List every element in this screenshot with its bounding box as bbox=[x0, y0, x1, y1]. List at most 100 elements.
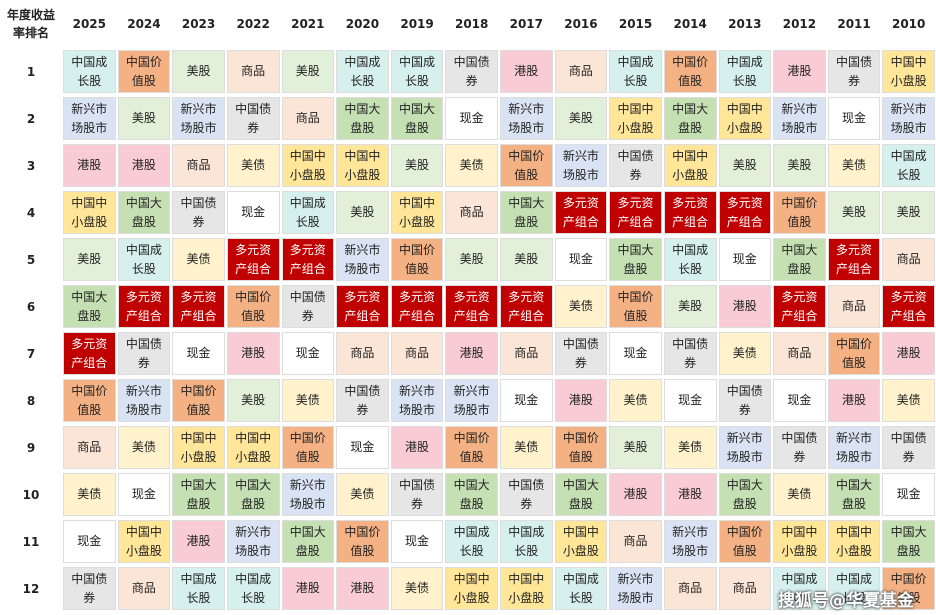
asset-cell: 美股 bbox=[172, 50, 225, 93]
asset-cell: 中国大盘股 bbox=[718, 473, 772, 516]
asset-cell: 中国中小盘股 bbox=[226, 426, 280, 469]
asset-cell: 商品 bbox=[773, 332, 826, 375]
asset-cell: 中国成长股 bbox=[63, 50, 116, 93]
asset-cell: 中国债券 bbox=[718, 379, 772, 422]
asset-cell: 现金 bbox=[63, 520, 116, 563]
asset-cell: 美股 bbox=[390, 144, 444, 187]
asset-cell: 中国大盘股 bbox=[63, 285, 116, 328]
asset-cell: 港股 bbox=[718, 285, 772, 328]
asset-cell: 新兴市场股市 bbox=[445, 379, 498, 422]
asset-cell: 新兴市场股市 bbox=[390, 379, 444, 422]
asset-cell: 美股 bbox=[663, 285, 717, 328]
asset-cell: 中国成长股 bbox=[226, 567, 280, 610]
asset-cell: 中国大盘股 bbox=[336, 97, 389, 140]
asset-cell: 新兴市场股市 bbox=[172, 97, 225, 140]
asset-cell: 中国大盘股 bbox=[773, 238, 826, 281]
asset-cell: 中国成长股 bbox=[554, 567, 608, 610]
asset-cell: 中国价值股 bbox=[281, 426, 335, 469]
asset-cell: 商品 bbox=[172, 144, 225, 187]
asset-cell: 中国债券 bbox=[773, 426, 826, 469]
asset-cell: 中国中小盘股 bbox=[63, 191, 116, 234]
asset-cell: 中国大盘股 bbox=[827, 473, 881, 516]
asset-cell: 新兴市场股市 bbox=[663, 520, 717, 563]
year-header: 2023 bbox=[181, 17, 216, 31]
asset-cell: 中国成长股 bbox=[718, 50, 772, 93]
asset-cell: 中国价值股 bbox=[882, 567, 935, 610]
asset-cell: 多元资产组合 bbox=[773, 285, 826, 328]
asset-cell: 美债 bbox=[663, 426, 717, 469]
asset-cell: 中国成长股 bbox=[609, 50, 662, 93]
asset-cell: 新兴市场股市 bbox=[500, 97, 553, 140]
asset-cell: 美债 bbox=[281, 379, 335, 422]
asset-cell: 中国价值股 bbox=[773, 191, 826, 234]
asset-cell: 中国价值股 bbox=[226, 285, 280, 328]
asset-cell: 中国成长股 bbox=[172, 567, 225, 610]
asset-cell: 中国债券 bbox=[554, 332, 608, 375]
asset-cell: 中国大盘股 bbox=[500, 191, 553, 234]
asset-cell: 商品 bbox=[281, 97, 335, 140]
asset-cell: 中国价值股 bbox=[663, 50, 717, 93]
asset-cell: 现金 bbox=[718, 238, 772, 281]
asset-cell: 中国中小盘股 bbox=[718, 97, 772, 140]
year-header: 2016 bbox=[564, 17, 598, 31]
year-header: 2013 bbox=[728, 17, 762, 31]
asset-cell: 多元资产组合 bbox=[554, 191, 608, 234]
asset-cell: 中国成长股 bbox=[500, 520, 553, 563]
rank-label: 7 bbox=[26, 346, 36, 361]
year-header: 2012 bbox=[782, 17, 817, 31]
asset-cell: 中国中小盘股 bbox=[554, 520, 608, 563]
rank-label: 6 bbox=[26, 299, 36, 314]
asset-cell: 中国大盘股 bbox=[226, 473, 280, 516]
asset-cell: 中国价值股 bbox=[718, 520, 772, 563]
asset-cell: 中国中小盘股 bbox=[609, 97, 662, 140]
asset-cell: 新兴市场股市 bbox=[882, 97, 935, 140]
asset-cell: 中国价值股 bbox=[172, 379, 225, 422]
asset-cell: 现金 bbox=[827, 97, 881, 140]
asset-cell: 港股 bbox=[882, 332, 935, 375]
asset-cell: 现金 bbox=[882, 473, 935, 516]
asset-cell: 现金 bbox=[663, 379, 717, 422]
rank-label: 5 bbox=[26, 252, 36, 267]
asset-cell: 多元资产组合 bbox=[609, 191, 662, 234]
asset-cell: 美债 bbox=[718, 332, 772, 375]
year-header: 2021 bbox=[291, 17, 325, 31]
asset-cell: 中国价值股 bbox=[609, 285, 662, 328]
asset-cell: 中国成长股 bbox=[390, 50, 444, 93]
asset-cell: 多元资产组合 bbox=[172, 285, 225, 328]
asset-cell: 多元资产组合 bbox=[117, 285, 171, 328]
asset-cell: 港股 bbox=[554, 379, 608, 422]
asset-cell: 美债 bbox=[117, 426, 171, 469]
asset-cell: 现金 bbox=[609, 332, 662, 375]
year-header: 2014 bbox=[673, 17, 707, 31]
year-header: 2024 bbox=[127, 17, 161, 31]
asset-cell: 中国债券 bbox=[500, 473, 553, 516]
asset-cell: 新兴市场股市 bbox=[63, 97, 116, 140]
asset-cell: 港股 bbox=[226, 332, 280, 375]
asset-cell: 商品 bbox=[500, 332, 553, 375]
asset-cell: 美债 bbox=[390, 567, 444, 610]
asset-cell: 美股 bbox=[117, 97, 171, 140]
asset-cell: 多元资产组合 bbox=[63, 332, 116, 375]
asset-cell: 中国价值股 bbox=[63, 379, 116, 422]
asset-cell: 商品 bbox=[609, 520, 662, 563]
asset-cell: 美股 bbox=[718, 144, 772, 187]
asset-cell: 中国债券 bbox=[882, 426, 935, 469]
asset-cell: 商品 bbox=[554, 50, 608, 93]
asset-cell: 中国价值股 bbox=[445, 426, 498, 469]
asset-cell: 多元资产组合 bbox=[226, 238, 280, 281]
asset-cell: 美债 bbox=[226, 144, 280, 187]
asset-cell: 中国成长股 bbox=[445, 520, 498, 563]
asset-cell: 中国中小盘股 bbox=[500, 567, 553, 610]
rank-label: 2 bbox=[26, 111, 36, 126]
asset-cell: 中国成长股 bbox=[281, 191, 335, 234]
asset-cell: 中国债券 bbox=[63, 567, 116, 610]
asset-cell: 新兴市场股市 bbox=[117, 379, 171, 422]
asset-cell: 中国大盘股 bbox=[172, 473, 225, 516]
year-header: 2020 bbox=[345, 17, 380, 31]
asset-cell: 美股 bbox=[827, 191, 881, 234]
year-header: 2015 bbox=[618, 17, 653, 31]
asset-cell: 新兴市场股市 bbox=[336, 238, 389, 281]
asset-cell: 美股 bbox=[554, 97, 608, 140]
asset-cell: 中国大盘股 bbox=[663, 97, 717, 140]
